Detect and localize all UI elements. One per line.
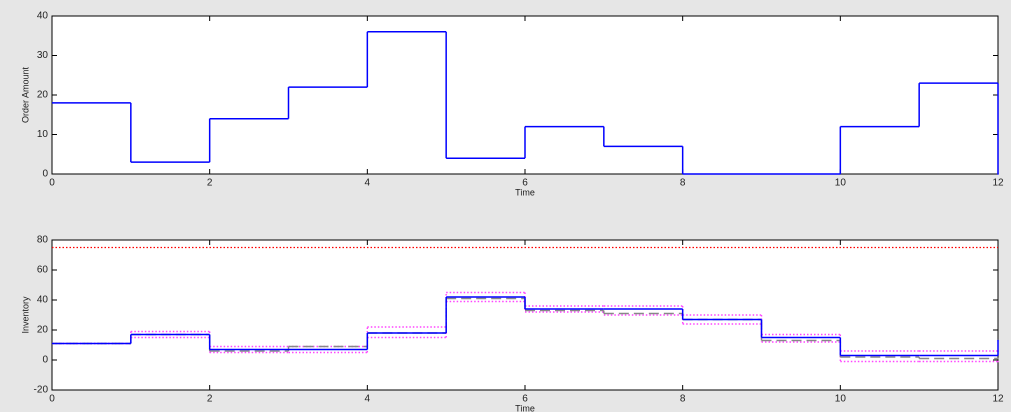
x-tick-label: 12 (992, 394, 1004, 405)
step-end (997, 361, 999, 363)
y-tick-label: 80 (37, 235, 49, 246)
y-tick-label: 40 (37, 295, 49, 306)
x-tick-label: 2 (207, 394, 213, 405)
y-tick-label: 30 (37, 50, 49, 61)
y-tick-label: 20 (37, 90, 49, 101)
step-end (997, 340, 999, 342)
step-end (997, 173, 999, 175)
y-tick-label: 40 (37, 11, 49, 22)
y-tick-label: 0 (42, 169, 48, 180)
y-tick-label: 20 (37, 325, 49, 336)
y-tick-label: 10 (37, 129, 49, 140)
x-axis-label: Time (515, 403, 535, 412)
x-tick-label: 8 (680, 394, 686, 405)
y-tick-label: 0 (42, 355, 48, 366)
plot-area (52, 240, 998, 390)
x-tick-label: 8 (680, 178, 686, 189)
x-tick-label: 0 (49, 178, 55, 189)
x-tick-label: 4 (365, 394, 371, 405)
x-axis-label: Time (515, 187, 535, 197)
y-axis-label: Order Amount (20, 66, 30, 123)
x-tick-label: 4 (365, 178, 371, 189)
x-tick-label: 2 (207, 178, 213, 189)
figure: 010203040024681012TimeOrder Amount-20020… (0, 0, 1011, 412)
x-tick-label: 12 (992, 178, 1004, 189)
y-tick-label: -20 (34, 385, 49, 396)
y-axis-label: Inventory (20, 296, 30, 334)
y-tick-label: 60 (37, 265, 49, 276)
step-end (997, 358, 999, 360)
x-tick-label: 10 (835, 178, 847, 189)
x-tick-label: 10 (835, 394, 847, 405)
x-tick-label: 0 (49, 394, 55, 405)
